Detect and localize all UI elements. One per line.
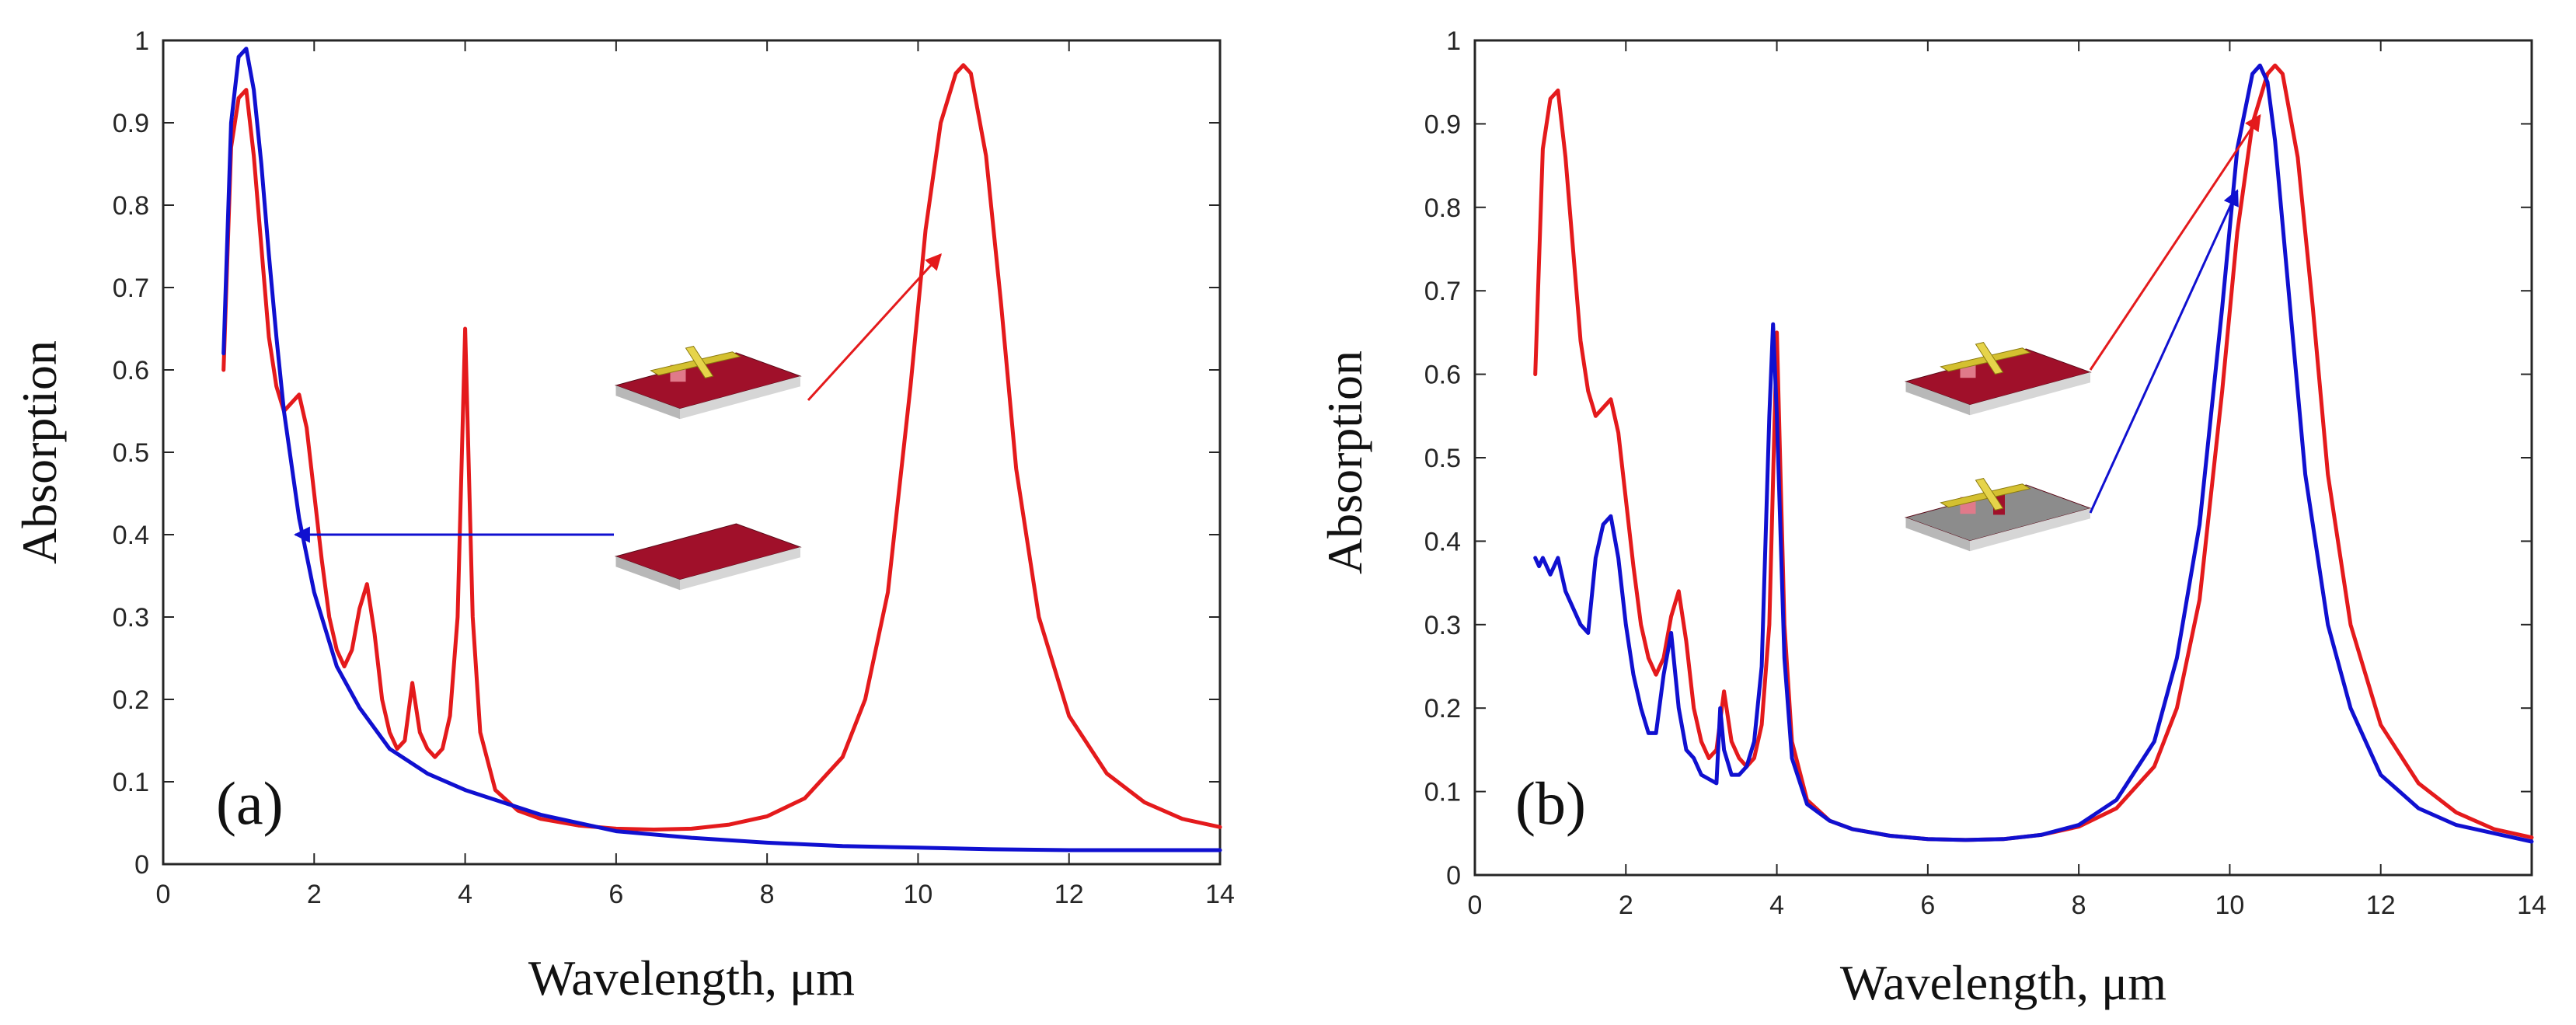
panel-a-x-tick-label: 0 <box>156 880 171 909</box>
panel-b-x-tick-label: 6 <box>1920 891 1935 920</box>
panel-b-x-tick-label: 12 <box>2366 891 2396 920</box>
panel-a-axes-box <box>162 39 1222 866</box>
panel-b-x-tick-label: 4 <box>1769 891 1784 920</box>
panel-a-label: (a) <box>216 769 284 837</box>
panel-a-y-tick-label: 0 <box>134 850 149 880</box>
panel-a-y-tick-label: 0.9 <box>113 109 149 138</box>
panel-a-y-tick-label: 1 <box>134 26 149 56</box>
panel-a-metasurface-structure-on-substrate-substrate-side-right <box>680 376 800 420</box>
panel-a-insets <box>614 346 802 591</box>
panel-b-cross-structure-on-gray-substrate-bar-cross <box>1975 478 2004 511</box>
panel-b-y-tick-label: 0.3 <box>1424 611 1461 640</box>
panel-b-y-tick-label: 0.6 <box>1424 361 1461 390</box>
panel-b-x-tick-label: 0 <box>1468 891 1483 920</box>
panel-a-metasurface-structure-on-substrate-inset <box>614 346 802 420</box>
panel-a-y-axis-label: Absorption <box>12 340 67 564</box>
panel-b-arrows <box>2089 113 2261 514</box>
panel-a-y-tick-label: 0.5 <box>113 438 149 468</box>
panel-b-arrow-cross-structure-on-gray-substrate <box>2089 189 2239 514</box>
panel-a-x-tick-label: 14 <box>1205 880 1235 909</box>
panel-a-y-tick-label: 0.7 <box>113 274 149 303</box>
panel-b-insets <box>1904 342 2092 552</box>
panel-b: 0 0.1 0.2 0.3 0.4 0.5 0.6 0.7 0.8 0.9 1 0 2 4 6 8 10 12 1… <box>1317 26 2546 1010</box>
panel-a-y-tick-label: 0.4 <box>113 521 149 550</box>
panel-b-y-tick-label: 0.4 <box>1424 527 1461 556</box>
panel-b-cross-structure-on-gray-substrate-inset <box>1904 478 2092 552</box>
panel-a-x-tick-label: 4 <box>458 880 472 909</box>
panel-a-y-tick-label: 0.2 <box>113 685 149 715</box>
panel-a-x-tick-label: 6 <box>608 880 623 909</box>
panel-b-y-tick-label: 0 <box>1446 861 1461 891</box>
panel-a-series-red <box>221 63 1222 832</box>
panel-a-x-tick-label: 10 <box>904 880 933 909</box>
panel-b-lines <box>1533 63 2534 844</box>
panel-b-y-tick-label: 1 <box>1446 26 1461 56</box>
panel-a-bare-substrate-inset <box>614 523 802 591</box>
panel-b-x-axis-label: Wavelength, μm <box>1840 955 2166 1010</box>
panel-a-bare-substrate-substrate-side-right <box>680 547 800 591</box>
panel-b-y-tick-label: 0.2 <box>1424 694 1461 723</box>
panel-b-y-ticks: 0 0.1 0.2 0.3 0.4 0.5 0.6 0.7 0.8 0.9 1 <box>1424 26 2532 891</box>
panel-a-y-ticks: 0 0.1 0.2 0.3 0.4 0.5 0.6 0.7 0.8 0.9 1 <box>113 26 1220 880</box>
panel-a-metasurface-structure-on-substrate-bar-cross <box>685 346 714 378</box>
panel-b-y-tick-label: 0.1 <box>1424 778 1461 807</box>
panel-a: 0 0.1 0.2 0.3 0.4 0.5 0.6 0.7 0.8 0.9 1 0 2 4 6 8 10 12 1… <box>12 26 1235 1006</box>
panel-b-cross-structure-on-red-substrate-substrate-side-left <box>1905 382 1970 416</box>
panel-a-bare-substrate-substrate-side-left <box>615 556 680 591</box>
panel-b-cross-structure-on-gray-substrate-substrate-side-left <box>1905 518 1970 552</box>
panel-b-x-ticks: 0 2 4 6 8 10 12 14 <box>1468 40 2546 920</box>
panel-a-x-tick-label: 12 <box>1054 880 1084 909</box>
panel-a-y-tick-label: 0.3 <box>113 603 149 633</box>
panel-a-y-tick-label: 0.6 <box>113 356 149 385</box>
panel-b-axes-box <box>1473 39 2533 877</box>
panel-b-series-red <box>1533 63 2534 842</box>
panel-a-lines <box>221 47 1222 852</box>
panel-b-x-tick-label: 2 <box>1619 891 1633 920</box>
panel-b-y-tick-label: 0.8 <box>1424 193 1461 223</box>
panel-a-y-tick-label: 0.8 <box>113 191 149 221</box>
panel-b-label: (b) <box>1515 769 1586 837</box>
panel-b-x-tick-label: 10 <box>2215 891 2245 920</box>
panel-b-cross-structure-on-gray-substrate-substrate-side-right <box>1970 508 2090 552</box>
panel-a-arrow-metasurface-structure-on-substrate <box>807 253 942 402</box>
panel-b-y-tick-label: 0.5 <box>1424 444 1461 473</box>
panel-a-series-blue <box>221 47 1222 852</box>
panel-a-x-axis-label: Wavelength, μm <box>528 950 855 1006</box>
panel-b-x-tick-label: 14 <box>2517 891 2546 920</box>
panel-a-x-tick-label: 8 <box>760 880 775 909</box>
panel-b-cross-structure-on-red-substrate-inset <box>1904 342 2092 416</box>
panel-a-arrows <box>293 253 942 543</box>
panel-a-metasurface-structure-on-substrate-substrate-side-left <box>615 385 680 420</box>
panel-a-x-ticks: 0 2 4 6 8 10 12 14 <box>156 40 1235 909</box>
panel-b-y-tick-label: 0.9 <box>1424 110 1461 139</box>
panel-b-cross-structure-on-red-substrate-substrate-side-right <box>1970 372 2090 416</box>
panel-b-x-tick-label: 8 <box>2072 891 2086 920</box>
panel-a-y-tick-label: 0.1 <box>113 768 149 797</box>
panel-a-x-tick-label: 2 <box>307 880 322 909</box>
panel-b-y-axis-label: Absorption <box>1317 350 1372 574</box>
panel-b-cross-structure-on-red-substrate-bar-cross <box>1975 342 2004 375</box>
panel-b-series-blue <box>1533 63 2534 844</box>
panel-b-y-tick-label: 0.7 <box>1424 277 1461 306</box>
panel-b-arrow-cross-structure-on-red-substrate <box>2089 113 2261 371</box>
